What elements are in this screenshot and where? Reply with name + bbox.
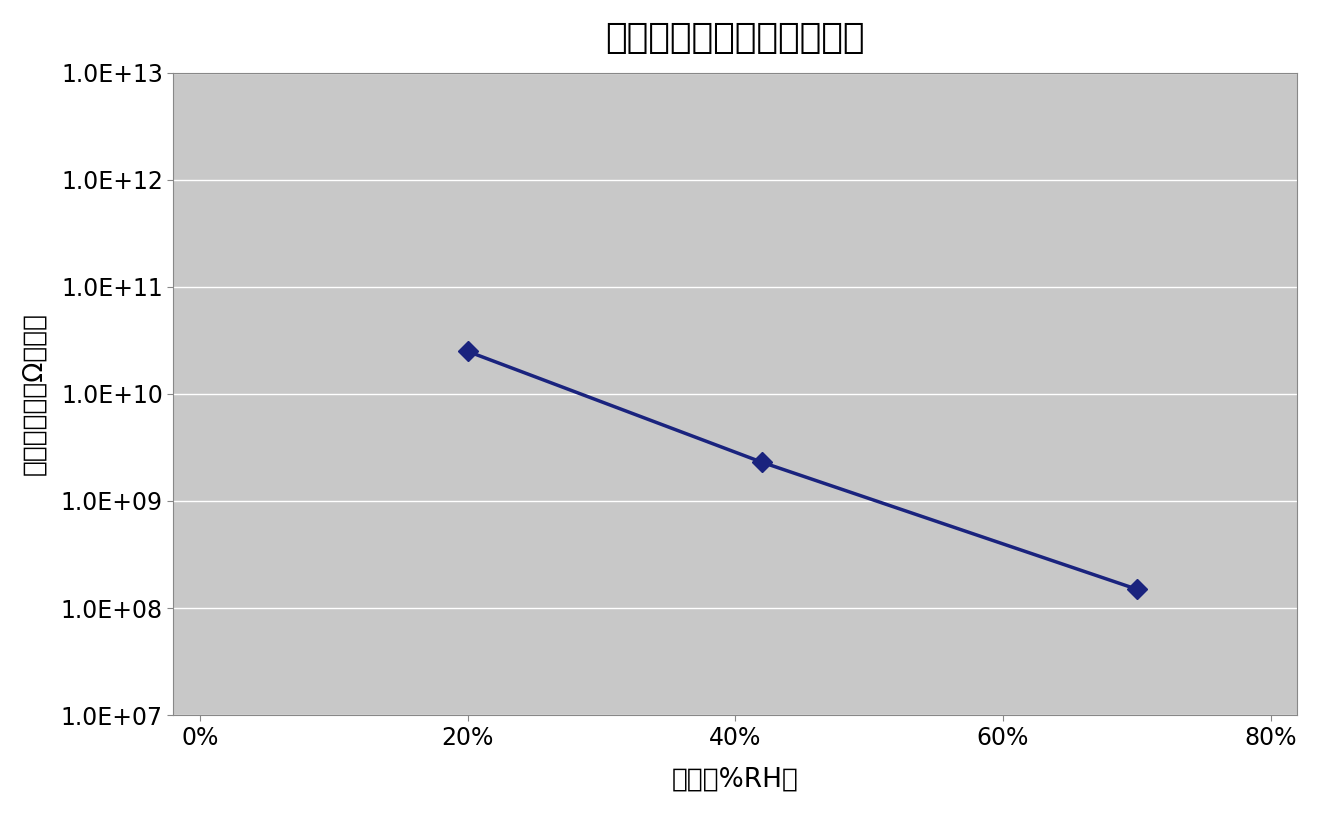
Title: 湿度の表面抵抗値への影響: 湿度の表面抵抗値への影響 <box>606 21 865 54</box>
X-axis label: 湿度（%RH）: 湿度（%RH） <box>672 766 799 792</box>
Y-axis label: 表面抵抗値（Ω／口）: 表面抵抗値（Ω／口） <box>21 312 46 476</box>
